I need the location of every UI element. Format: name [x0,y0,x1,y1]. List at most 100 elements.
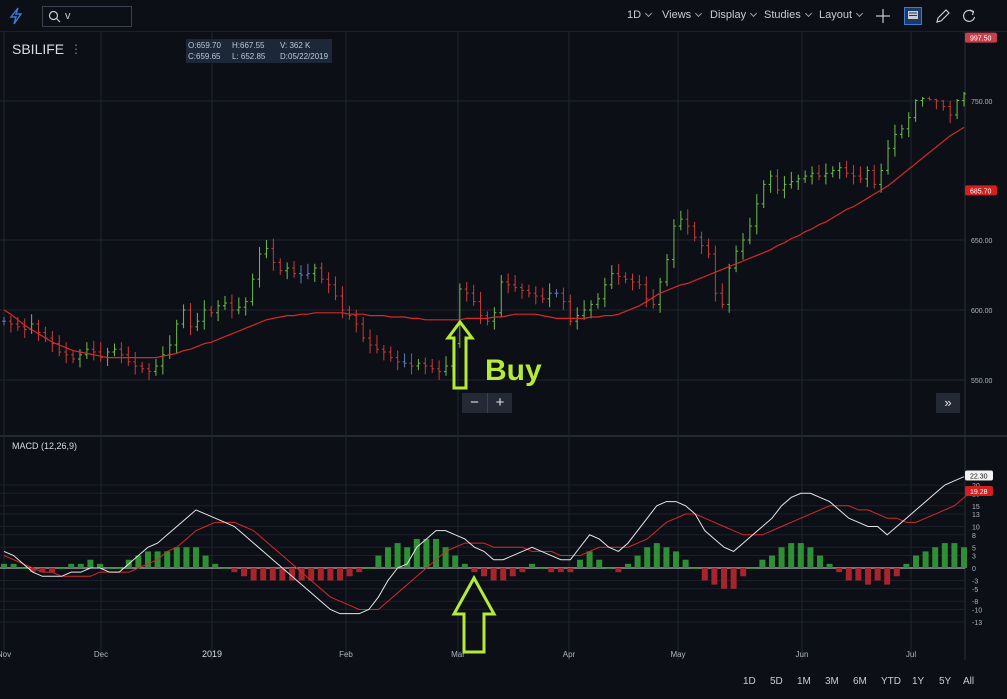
price-bar [147,363,152,380]
scroll-to-latest-button[interactable]: » [936,393,960,413]
macd-histogram-bar [529,563,535,568]
macd-histogram-bar [836,568,843,573]
price-bar [2,317,6,326]
macd-histogram-bar [260,568,267,581]
price-bar [886,139,891,175]
price-bar [430,359,435,373]
studies-menu[interactable]: Studies [764,9,812,21]
comment-icon[interactable] [904,7,922,25]
range-button-3m[interactable]: 3M [825,676,839,687]
macd-histogram-bar [183,547,190,568]
more-options-icon[interactable]: ⋮ [70,42,82,56]
lightning-icon[interactable] [8,7,24,25]
price-bar [602,277,607,308]
macd-tick-label: 5 [972,545,976,552]
layout-menu[interactable]: Layout [819,9,864,21]
views-menu[interactable]: Views [662,9,703,21]
price-bar [734,245,739,273]
interval-menu[interactable]: 1D [627,9,653,21]
macd-tick-label: 0 [972,566,976,573]
price-bar [305,263,310,280]
buy-arrow-price [445,319,475,390]
macd-histogram-bar [759,559,766,568]
range-button-6m[interactable]: 6M [853,676,867,687]
ohlc-low: L: 652.85 [232,52,266,61]
price-bar [71,350,76,364]
price-bar [519,283,524,299]
price-bar [927,96,932,101]
symbol-label[interactable]: SBILIFE [12,41,65,57]
display-label: Display [710,9,747,21]
price-bar [326,272,331,294]
price-bar [457,283,462,348]
macd-histogram-bar [39,568,46,573]
zoom-out-button[interactable]: − [470,394,479,411]
macd-study-label[interactable]: MACD (12,26,9) [12,441,78,451]
range-bar: 1D 5D 1M 3M 6M YTD 1Y 5Y All [0,667,1007,699]
price-bar [471,284,476,306]
price-bar [823,163,828,185]
macd-histogram-bar [404,547,411,568]
price-bar [747,217,752,245]
price-bar [685,209,690,235]
display-menu[interactable]: Display [710,9,758,21]
buy-arrow-macd [451,574,497,654]
macd-last-label: 22.30 [970,473,988,480]
chart-svg[interactable]: Nov Dec 2019 Feb Mar Apr May Jun Jul 550.00 600.00… [0,32,1007,667]
pencil-icon[interactable] [934,7,952,25]
price-bar [872,164,877,189]
macd-histogram-bar [97,563,103,568]
price-bar [333,276,338,301]
price-bar [540,287,545,303]
macd-tick-label: 15 [972,504,980,511]
price-tick-label: 550.00 [971,378,993,385]
x-tick-label: Dec [94,650,108,659]
x-tick-label: Jul [906,650,916,659]
macd-histogram-bar [298,568,305,581]
price-bar [671,219,676,268]
price-bar [236,297,241,315]
price-bar [464,282,469,302]
macd-histogram-bar [87,559,94,568]
macd-histogram-bar [385,547,391,568]
zoom-in-button[interactable]: + [487,393,512,413]
macd-histogram-bar [346,568,353,577]
macd-histogram-bar [241,568,247,577]
price-bar [216,300,221,322]
range-button-all[interactable]: All [963,676,975,687]
price-bar [126,346,131,366]
price-bar [285,262,290,280]
ohlc-close: C:659.65 [188,52,221,61]
price-bar [720,283,725,309]
range-button-1m[interactable]: 1M [797,676,811,687]
price-bar [423,357,428,375]
price-bar [754,194,759,235]
symbol-search[interactable]: v [42,6,132,27]
crosshair-icon[interactable] [874,7,892,25]
macd-histogram-bar [788,543,795,568]
price-bar [312,263,317,282]
search-icon [48,10,61,23]
ohlc-open: O:659.70 [188,41,221,50]
range-button-1d[interactable]: 1D [743,676,756,687]
price-bar [955,98,960,120]
range-button-ytd[interactable]: YTD [881,676,901,687]
search-input[interactable]: v [65,10,71,22]
buy-annotation: Buy [485,354,542,387]
range-button-5y[interactable]: 5Y [939,676,952,687]
macd-histogram-bar [922,551,929,568]
macd-histogram-bar [682,559,689,568]
range-button-5d[interactable]: 5D [770,676,783,687]
macd-histogram-bar [58,568,65,569]
price-tick-label: 600.00 [971,308,993,315]
macd-histogram-bar [394,543,401,568]
range-button-1y[interactable]: 1Y [912,676,925,687]
price-bar [22,318,27,338]
refresh-icon[interactable] [960,7,978,25]
price-bar [57,335,62,357]
price-bar [547,283,552,308]
macd-tick-label: -3 [972,578,978,585]
macd-tick-label: -13 [972,620,982,627]
chart-area[interactable]: Nov Dec 2019 Feb Mar Apr May Jun Jul 550.00 600.00… [0,32,1007,667]
